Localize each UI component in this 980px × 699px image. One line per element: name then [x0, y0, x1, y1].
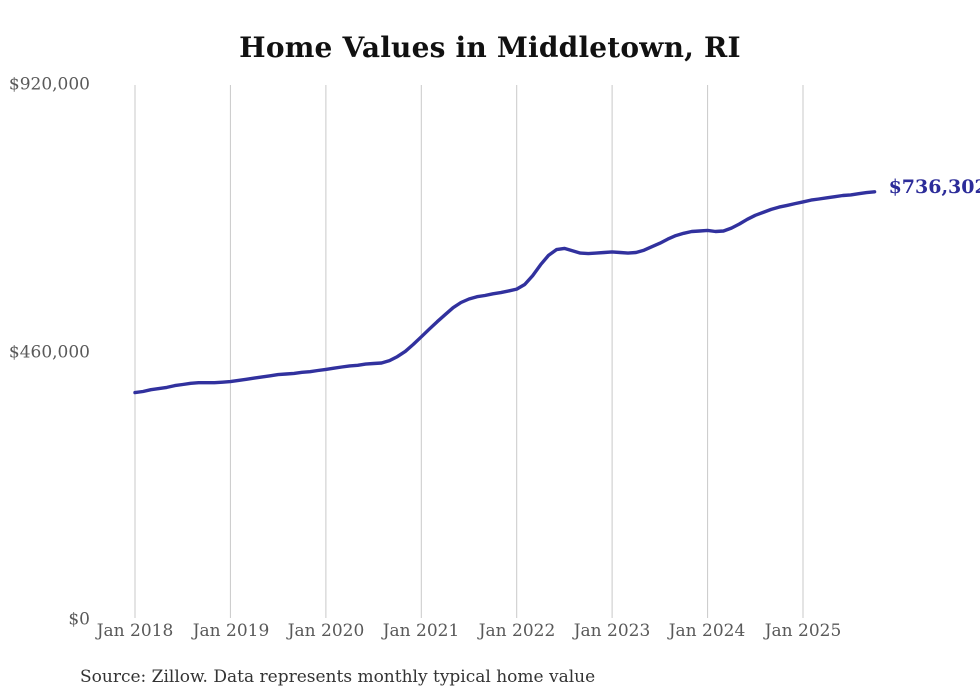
x-tick-label-2019: Jan 2019 — [192, 621, 270, 641]
x-tick-label-2025: Jan 2025 — [764, 621, 842, 641]
home-value-series-line — [133, 190, 877, 395]
y-tick-label-460000: $460,000 — [8, 342, 90, 363]
x-tick-label-2022: Jan 2022 — [478, 621, 556, 641]
x-tick-label-2021: Jan 2021 — [382, 621, 460, 641]
x-tick-label-2024: Jan 2024 — [668, 621, 746, 641]
x-tick-label-2020: Jan 2020 — [287, 621, 365, 641]
end-value-label: $736,302 — [888, 175, 980, 198]
y-tick-label-920000: $920,000 — [8, 74, 90, 95]
page-title: Home Values in Middletown, RI — [239, 31, 741, 64]
x-tick-label-2023: Jan 2023 — [573, 621, 651, 641]
source-note: Source: Zillow. Data represents monthly … — [80, 667, 596, 687]
y-tick-label-0: $0 — [68, 609, 90, 630]
x-tick-label-2018: Jan 2018 — [96, 621, 174, 641]
